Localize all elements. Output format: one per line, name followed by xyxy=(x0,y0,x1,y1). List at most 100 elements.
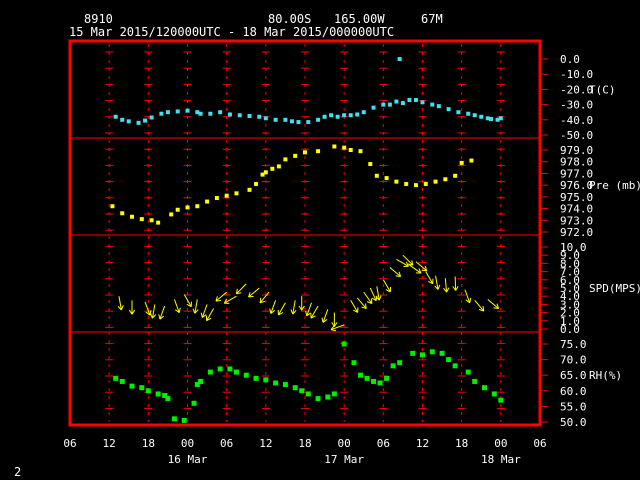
wind-head xyxy=(158,314,161,320)
wind-barb xyxy=(330,324,345,332)
wind-shaft xyxy=(382,279,391,293)
wind-shaft xyxy=(118,296,122,311)
station-id: 8910 xyxy=(84,12,113,26)
wind-shaft xyxy=(159,305,166,320)
pres-point xyxy=(293,153,298,158)
y-tick-label: -10.0 xyxy=(560,68,593,81)
wind-barb xyxy=(144,301,152,316)
wind-head xyxy=(443,287,447,293)
wind-head xyxy=(149,310,152,316)
y-tick-label: 973.0 xyxy=(560,214,593,227)
pres-point xyxy=(283,157,288,162)
y-tick-label: -50.0 xyxy=(560,129,593,142)
wind-barb xyxy=(356,297,367,310)
wind-barb xyxy=(321,309,329,323)
y-tick-label: 977.0 xyxy=(560,167,593,180)
pres-point xyxy=(185,205,190,210)
temp-point xyxy=(420,100,425,105)
y-tick-label: 979.0 xyxy=(560,144,593,157)
wind-shaft xyxy=(215,291,227,302)
rh-point xyxy=(498,397,504,403)
rh-point xyxy=(446,357,452,363)
rh-point xyxy=(357,372,363,378)
rh-point xyxy=(299,388,305,394)
temp-point xyxy=(397,57,402,61)
temp-point xyxy=(479,114,484,119)
wind-barb xyxy=(117,296,124,311)
pres-point xyxy=(332,144,337,149)
wind-head xyxy=(152,314,157,319)
wind-head xyxy=(455,285,459,291)
temp-point xyxy=(198,111,203,116)
rh-point xyxy=(198,378,204,384)
temp-point xyxy=(381,102,386,107)
temp-point xyxy=(289,119,294,124)
wind-barb xyxy=(150,304,157,319)
pres-point xyxy=(205,199,210,204)
wind-head xyxy=(411,260,414,266)
wind-shaft xyxy=(292,300,296,315)
wind-shaft xyxy=(425,271,434,284)
wind-shaft xyxy=(369,287,377,301)
x-tick-label: 18 xyxy=(142,437,155,450)
wind-shaft xyxy=(464,289,471,303)
y-tick-label: 70.0 xyxy=(560,354,587,367)
rh-point xyxy=(113,375,119,381)
temp-point xyxy=(296,120,301,125)
pres-point xyxy=(342,145,347,150)
wind-barb xyxy=(396,258,409,268)
wind-head xyxy=(321,317,324,323)
wind-barb xyxy=(443,278,450,293)
station-elevation: 67M xyxy=(421,12,443,26)
wind-head xyxy=(469,297,472,303)
wind-head xyxy=(421,269,427,272)
wind-shaft xyxy=(248,287,260,298)
x-tick-label: 12 xyxy=(259,437,272,450)
wind-barb xyxy=(452,276,459,291)
wind-barb xyxy=(382,279,392,293)
wind-shaft xyxy=(330,324,345,331)
rh-point xyxy=(162,392,168,398)
x-tick-label: 18 xyxy=(455,437,468,450)
wind-head xyxy=(395,275,401,277)
wind-shaft xyxy=(396,258,409,267)
panel-label: SPD(MPS) xyxy=(589,282,640,295)
y-tick-label: 75.0 xyxy=(560,338,587,351)
x-tick-label: 00 xyxy=(494,437,507,450)
rh-point xyxy=(325,394,331,400)
wind-head xyxy=(117,305,122,311)
wind-shaft xyxy=(376,286,380,301)
temp-point xyxy=(498,116,503,121)
pres-point xyxy=(234,191,239,196)
wind-head xyxy=(330,329,337,332)
wind-shaft xyxy=(402,254,414,266)
wind-barb xyxy=(173,299,181,314)
pres-point xyxy=(224,193,229,198)
wind-head xyxy=(428,280,433,285)
rh-point xyxy=(429,349,435,355)
pres-point xyxy=(195,204,200,209)
wind-head xyxy=(365,303,367,309)
y-tick-label: 9.0 xyxy=(560,249,580,262)
wind-head xyxy=(452,286,457,291)
wind-head xyxy=(290,309,294,315)
x-tick-label: 00 xyxy=(181,437,194,450)
pres-point xyxy=(384,176,389,181)
wind-barb xyxy=(259,291,270,304)
rh-point xyxy=(351,360,357,366)
temp-point xyxy=(306,120,311,125)
y-tick-label: 60.0 xyxy=(560,385,587,398)
wind-shaft xyxy=(235,283,247,295)
wind-head xyxy=(398,271,402,277)
wind-shaft xyxy=(259,291,270,304)
y-tick-label: 978.0 xyxy=(560,156,593,169)
pres-point xyxy=(374,173,379,178)
rh-point xyxy=(155,391,161,397)
wind-head xyxy=(200,312,203,318)
wind-head xyxy=(298,305,303,311)
pres-point xyxy=(358,149,363,154)
wind-head xyxy=(405,261,409,267)
pres-point xyxy=(254,181,259,186)
wind-barb xyxy=(269,300,277,314)
wind-head xyxy=(375,295,378,301)
